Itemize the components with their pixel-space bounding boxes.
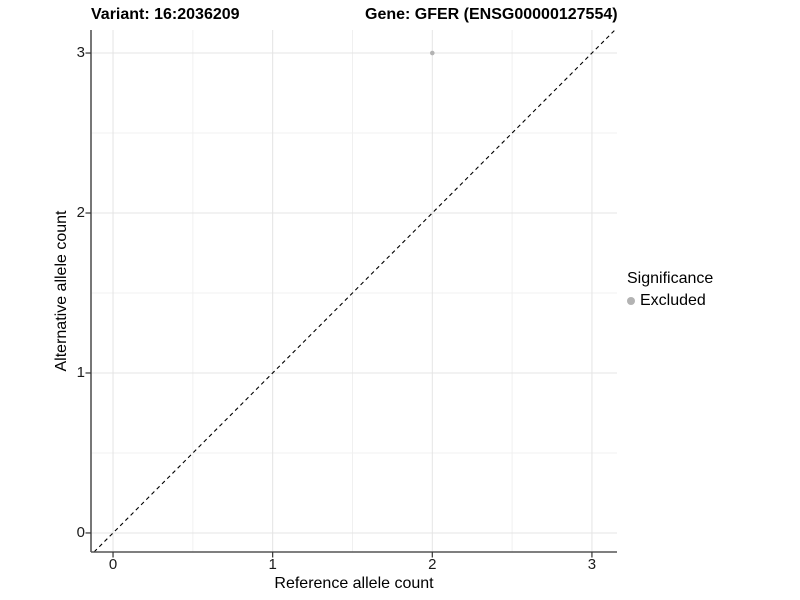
legend-item-label: Excluded xyxy=(640,292,706,309)
data-point xyxy=(430,50,435,56)
x-axis-title: Reference allele count xyxy=(274,575,434,592)
y-axis-title: Alternative allele count xyxy=(53,210,70,372)
y-tick-label: 3 xyxy=(76,44,85,62)
legend: Significance Excluded xyxy=(627,270,713,310)
identity-line xyxy=(93,29,616,553)
y-tick-label: 2 xyxy=(76,204,85,221)
x-tick-label: 0 xyxy=(108,556,118,573)
chart-canvas xyxy=(85,29,617,558)
plot-title-variant: Variant: 16:2036209 xyxy=(91,6,240,23)
x-tick-label: 3 xyxy=(587,556,597,573)
plot-panel xyxy=(85,29,617,558)
y-tick-label: 0 xyxy=(76,523,85,541)
legend-title: Significance xyxy=(627,270,714,287)
legend-point-icon xyxy=(627,297,635,305)
x-tick-label: 1 xyxy=(268,556,277,573)
x-tick-label: 2 xyxy=(428,556,437,573)
y-tick-label: 1 xyxy=(76,363,85,381)
legend-item-excluded: Excluded xyxy=(627,292,713,310)
plot-title-gene: Gene: GFER (ENSG00000127554) xyxy=(365,6,618,23)
